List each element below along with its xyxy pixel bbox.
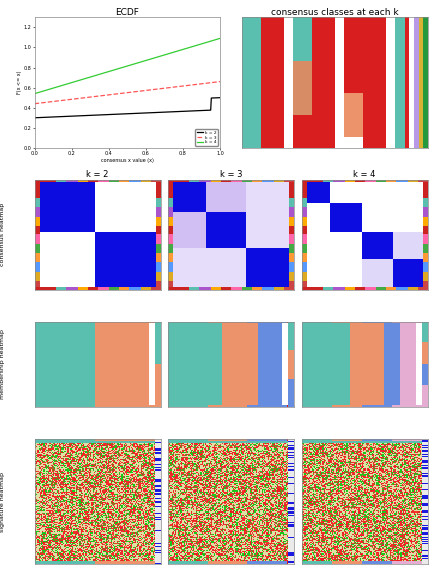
Title: consensus classes at each k: consensus classes at each k: [271, 7, 399, 17]
Title: k = 2: k = 2: [86, 170, 109, 179]
Text: signature heatmap: signature heatmap: [0, 472, 5, 532]
Title: k = 3: k = 3: [220, 170, 242, 179]
X-axis label: consensus x value (x): consensus x value (x): [101, 158, 154, 163]
Title: ECDF: ECDF: [115, 7, 139, 17]
Legend: k = 2, k = 3, k = 4: k = 2, k = 3, k = 4: [196, 130, 218, 146]
Y-axis label: F(x <= x): F(x <= x): [17, 71, 22, 94]
Text: membership heatmap: membership heatmap: [0, 329, 5, 399]
Text: consensus heatmap: consensus heatmap: [0, 203, 5, 267]
Title: k = 4: k = 4: [353, 170, 376, 179]
